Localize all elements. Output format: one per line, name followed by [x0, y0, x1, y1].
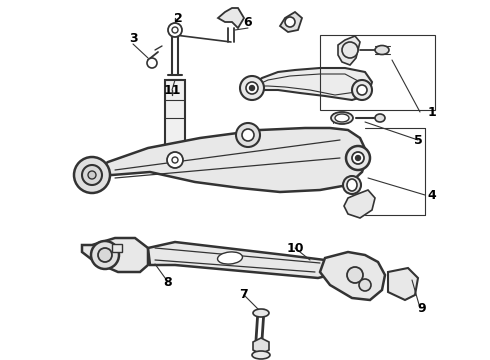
Circle shape	[343, 176, 361, 194]
Ellipse shape	[375, 114, 385, 122]
Text: 3: 3	[129, 32, 137, 45]
Circle shape	[347, 267, 363, 283]
Polygon shape	[344, 190, 375, 218]
Text: 7: 7	[239, 288, 247, 302]
Ellipse shape	[253, 309, 269, 317]
Circle shape	[357, 85, 367, 95]
Ellipse shape	[252, 351, 270, 359]
Circle shape	[356, 156, 361, 161]
Bar	[320, 35, 435, 110]
Polygon shape	[82, 238, 148, 272]
Text: 6: 6	[244, 15, 252, 28]
Circle shape	[172, 157, 178, 163]
Circle shape	[240, 76, 264, 100]
Circle shape	[167, 152, 183, 168]
Polygon shape	[253, 338, 269, 354]
Text: 1: 1	[428, 105, 437, 118]
Text: 10: 10	[286, 242, 304, 255]
Circle shape	[236, 123, 260, 147]
Ellipse shape	[375, 45, 389, 54]
Circle shape	[285, 17, 295, 27]
Ellipse shape	[218, 252, 243, 264]
Polygon shape	[165, 80, 185, 148]
Text: 4: 4	[428, 189, 437, 202]
Circle shape	[74, 157, 110, 193]
Circle shape	[82, 165, 102, 185]
Text: 2: 2	[173, 12, 182, 24]
Polygon shape	[218, 8, 244, 28]
Polygon shape	[338, 36, 360, 65]
Circle shape	[359, 279, 371, 291]
Circle shape	[246, 82, 258, 94]
Bar	[112, 244, 122, 252]
Polygon shape	[248, 68, 372, 100]
Ellipse shape	[347, 179, 357, 191]
Polygon shape	[148, 242, 342, 278]
Circle shape	[352, 80, 372, 100]
Polygon shape	[88, 128, 368, 192]
Text: 11: 11	[163, 84, 181, 96]
Circle shape	[91, 241, 119, 269]
Circle shape	[352, 152, 364, 164]
Circle shape	[342, 42, 358, 58]
Polygon shape	[388, 268, 418, 300]
Circle shape	[147, 58, 157, 68]
Polygon shape	[320, 252, 385, 300]
Text: 5: 5	[414, 134, 422, 147]
Circle shape	[242, 129, 254, 141]
Circle shape	[98, 248, 112, 262]
Circle shape	[172, 27, 178, 33]
Circle shape	[88, 171, 96, 179]
Circle shape	[346, 146, 370, 170]
Circle shape	[249, 86, 254, 90]
Circle shape	[168, 23, 182, 37]
Ellipse shape	[331, 112, 353, 124]
Polygon shape	[280, 12, 302, 32]
Ellipse shape	[335, 114, 349, 122]
Text: 9: 9	[417, 302, 426, 315]
Text: 8: 8	[164, 275, 172, 288]
